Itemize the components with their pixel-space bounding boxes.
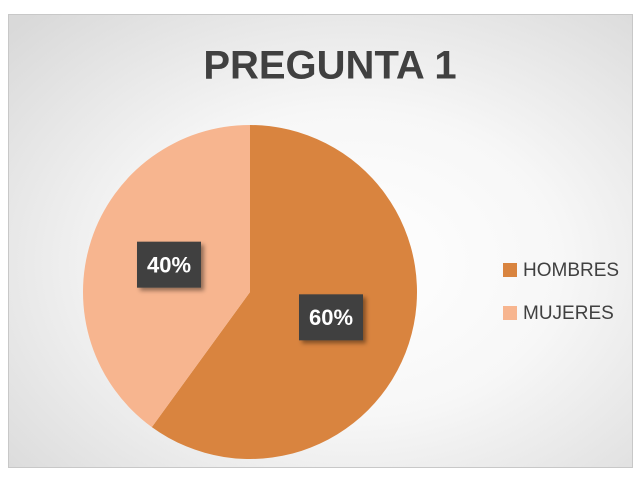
legend-swatch bbox=[503, 263, 517, 277]
pie-slice bbox=[151, 125, 418, 459]
legend-label: MUJERES bbox=[523, 303, 614, 324]
data-label: 40% bbox=[147, 252, 191, 277]
label-box bbox=[136, 241, 201, 288]
label-box bbox=[299, 294, 364, 341]
legend-swatch bbox=[503, 306, 517, 320]
legend: HOMBRES MUJERES bbox=[503, 260, 619, 324]
legend-label: HOMBRES bbox=[523, 260, 619, 281]
data-label: 60% bbox=[309, 305, 353, 330]
chart-title: PREGUNTA 1 bbox=[203, 44, 456, 88]
pie: 60% 40% bbox=[82, 124, 418, 459]
